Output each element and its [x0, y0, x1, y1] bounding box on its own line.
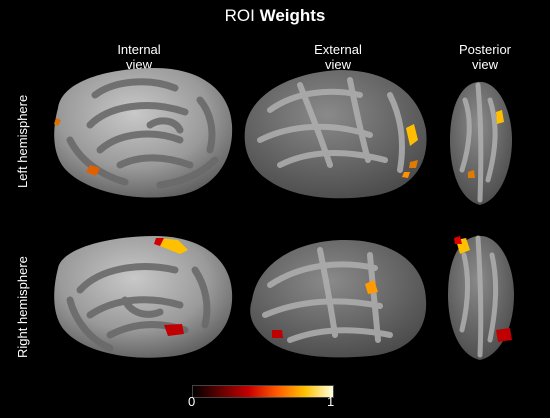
- roi-marker: [272, 330, 283, 338]
- title-bold: Weights: [259, 6, 326, 25]
- colorbar-min-label: 0: [188, 394, 196, 409]
- roi-marker: [164, 324, 184, 336]
- brain-left-external: [244, 70, 427, 199]
- colorbar-max-label: 1: [327, 394, 335, 409]
- roi-marker: [158, 238, 188, 254]
- roi-marker: [468, 170, 475, 178]
- column-label-line: view: [324, 57, 351, 72]
- brain-left-posterior: [450, 81, 512, 205]
- roi-marker: [154, 238, 164, 246]
- column-label-line: view: [471, 57, 498, 72]
- roi-marker: [86, 165, 100, 176]
- roi-marker: [54, 118, 61, 126]
- roi-marker: [454, 236, 462, 244]
- title-prefix: ROI: [224, 6, 255, 25]
- brain-left-internal: [54, 68, 233, 198]
- colorbar: [192, 385, 334, 398]
- roi-marker: [496, 110, 504, 124]
- column-label-line: Posterior: [458, 42, 512, 57]
- brain-right-posterior: [448, 235, 514, 360]
- roi-marker: [496, 328, 512, 342]
- column-label-posterior: Posterior view: [430, 42, 540, 72]
- roi-marker: [406, 124, 418, 146]
- brain-right-external: [250, 240, 427, 358]
- figure-title: ROI Weights: [0, 6, 550, 26]
- brain-right-internal: [54, 236, 233, 358]
- column-label-line: Internal: [117, 42, 161, 57]
- column-label-line: External: [314, 42, 362, 57]
- roi-marker: [365, 280, 378, 294]
- column-label-external: External view: [283, 42, 393, 72]
- roi-marker: [409, 160, 418, 168]
- roi-marker: [402, 172, 410, 178]
